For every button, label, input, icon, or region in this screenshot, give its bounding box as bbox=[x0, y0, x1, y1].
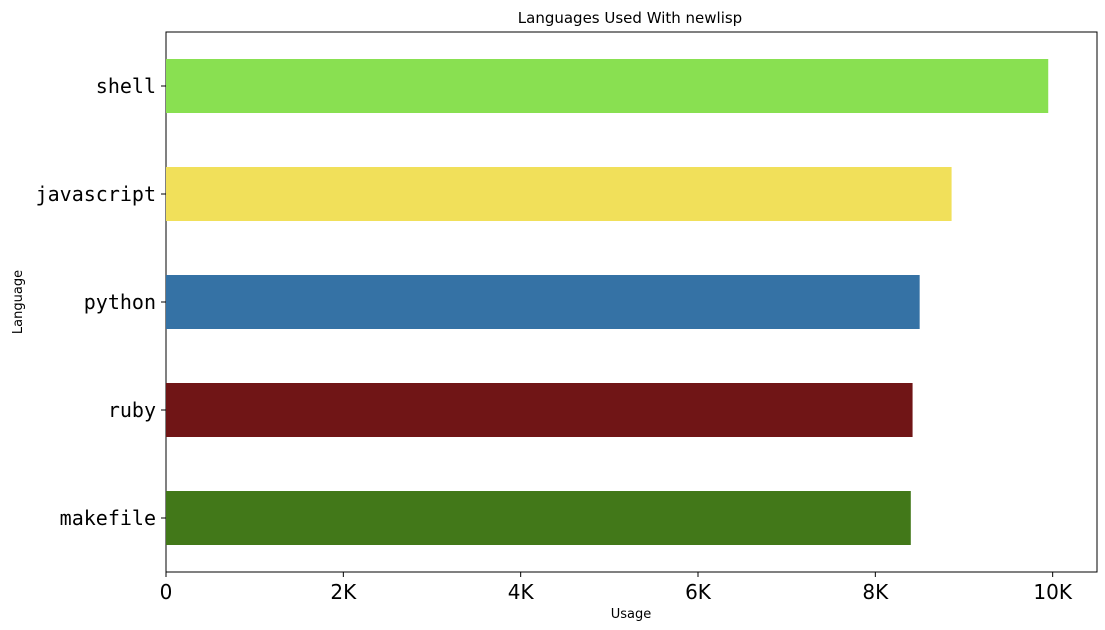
y-axis-ticks: shell javascript python ruby makefile bbox=[36, 74, 166, 530]
bar-ruby bbox=[166, 383, 913, 437]
x-tick-label-10K: 10K bbox=[1033, 580, 1072, 604]
x-axis-ticks: 0 2K 4K 6K 8K 10K bbox=[160, 572, 1073, 604]
bar-group bbox=[166, 59, 1049, 545]
y-tick-label-shell: shell bbox=[96, 74, 156, 98]
y-tick-label-javascript: javascript bbox=[36, 182, 156, 206]
y-tick-label-ruby: ruby bbox=[108, 398, 156, 422]
y-tick-label-python: python bbox=[84, 290, 156, 314]
x-tick-label-0: 0 bbox=[160, 580, 173, 604]
bar-makefile bbox=[166, 491, 911, 545]
y-axis-label: Language bbox=[11, 270, 26, 334]
chart-title: Languages Used With newlisp bbox=[518, 9, 742, 27]
bar-javascript bbox=[166, 167, 952, 221]
x-tick-label-6K: 6K bbox=[685, 580, 712, 604]
bar-shell bbox=[166, 59, 1049, 113]
x-axis-label: Usage bbox=[611, 607, 652, 622]
bar-python bbox=[166, 275, 920, 329]
y-tick-label-makefile: makefile bbox=[60, 506, 156, 530]
x-tick-label-8K: 8K bbox=[862, 580, 889, 604]
x-tick-label-2K: 2K bbox=[330, 580, 357, 604]
x-tick-label-4K: 4K bbox=[508, 580, 535, 604]
